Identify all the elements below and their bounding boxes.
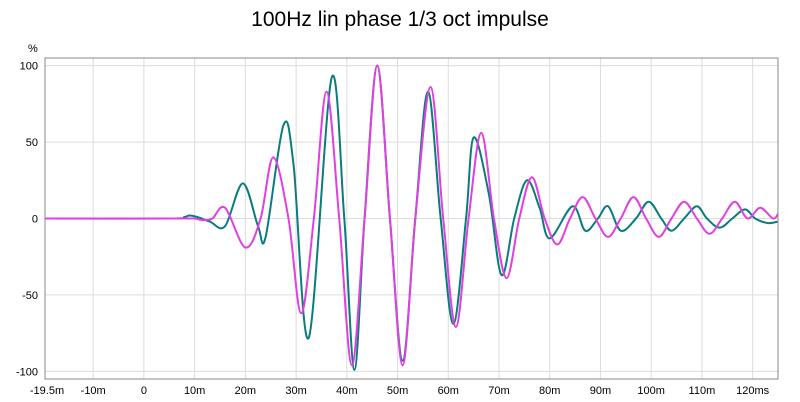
- x-tick-label: 90m: [590, 385, 611, 397]
- plot-frame: [44, 57, 779, 380]
- tick-labels: -19.5m -10m 0 10m 20m 30m 40m 50m 60m 70m 80m 90m 10…: [16, 61, 770, 397]
- x-tick-label: -10m: [81, 385, 106, 397]
- x-tick-label: 40m: [336, 385, 357, 397]
- x-tick-label: 0: [141, 385, 147, 397]
- x-tick-label: 110m: [689, 385, 716, 397]
- y-tick-label: -50: [22, 290, 38, 302]
- x-tick-label: -19.5m: [30, 385, 64, 397]
- x-tick-label: 60m: [438, 385, 459, 397]
- x-tick-label: 70m: [488, 385, 509, 397]
- y-tick-label: -100: [16, 366, 38, 378]
- chart-title: 100Hz lin phase 1/3 oct impulse: [251, 8, 549, 31]
- x-tick-label: 20m: [235, 385, 256, 397]
- x-tick-label: 30m: [285, 385, 306, 397]
- x-tick-label: 80m: [539, 385, 560, 397]
- x-tick-label: 100m: [637, 385, 665, 397]
- y-tick-label: 50: [26, 137, 38, 149]
- y-tick-label: 100: [20, 61, 38, 73]
- y-axis-unit-label: %: [28, 43, 38, 55]
- y-tick-label: 0: [32, 214, 38, 226]
- x-tick-label: 10m: [184, 385, 205, 397]
- x-tick-label: 120ms: [736, 385, 770, 397]
- series-line-2: [45, 64, 779, 367]
- x-tick-label: 50m: [387, 385, 408, 397]
- series-group: [44, 64, 779, 371]
